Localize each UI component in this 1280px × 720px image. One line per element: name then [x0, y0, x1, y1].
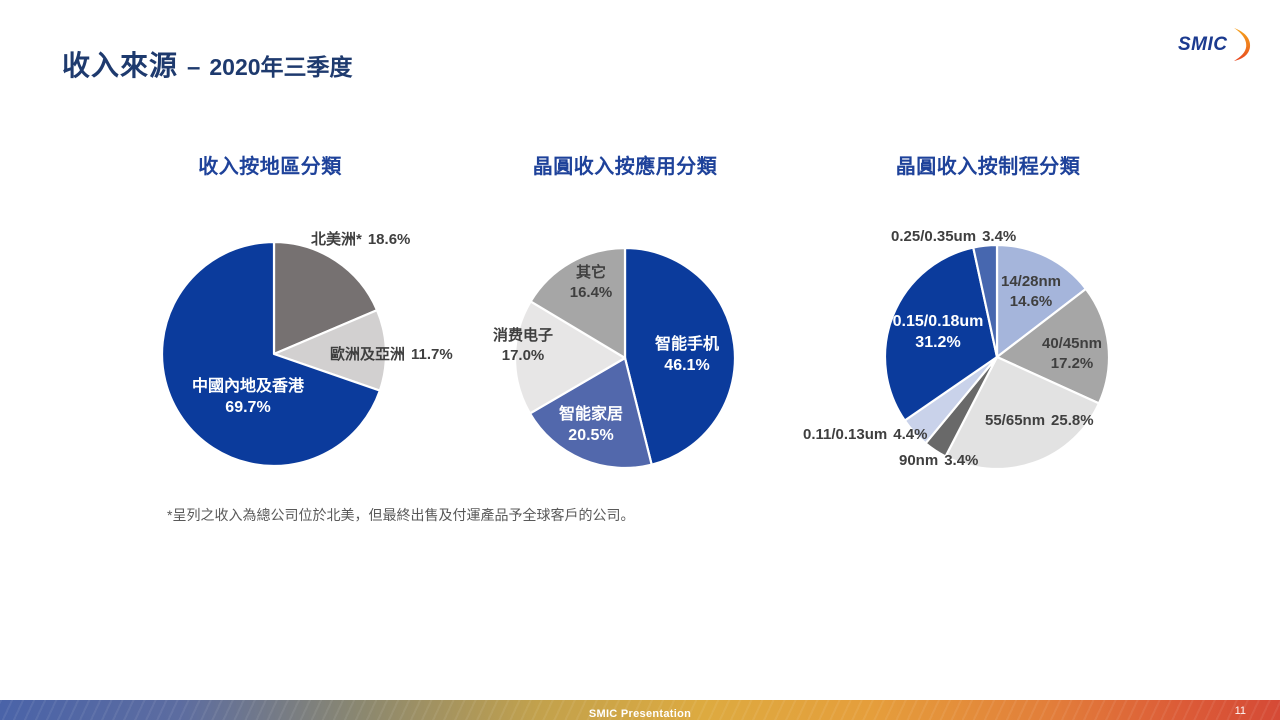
pie2-label-others: 其它 16.4% [569, 264, 613, 301]
chart3-title: 晶圓收入按制程分類 [895, 156, 1081, 178]
pie3-label-55-65nm: 55/65nm 25.8% [985, 412, 1094, 429]
pie-slice-2 [513, 300, 627, 415]
pie-slice-0 [623, 246, 737, 466]
page-title-dash: – [187, 54, 201, 81]
footer-label: SMIC Presentation [588, 708, 692, 720]
pie1-label-europe-asia: 歐洲及亞洲 11.7% [330, 346, 453, 363]
pie3-label-40-45nm: 40/45nm 17.2% [1041, 335, 1103, 372]
footer-bar: SMIC Presentation 11 [0, 700, 1280, 720]
chart2-title: 晶圓收入按應用分類 [532, 156, 718, 178]
chart1-title: 收入按地區分類 [198, 156, 342, 178]
pie2-label-smart-home: 智能家居 20.5% [558, 406, 624, 444]
pie-chart-wafer-revenue-by-application [513, 246, 737, 470]
pie2-label-consumer-electronics: 消费电子 17.0% [492, 327, 554, 364]
smic-logo-text: SMIC [1178, 34, 1228, 55]
pie-slice-3 [529, 246, 627, 360]
smic-logo: SMIC [1178, 26, 1254, 62]
pie1-label-north-america: 北美洲* 18.6% [311, 231, 411, 248]
pie-slice-2 [944, 355, 1101, 471]
pie-slice-1 [272, 309, 388, 392]
pie-slice-6 [972, 243, 999, 359]
page-title-main: 收入來源 [62, 50, 179, 81]
pie-slice-1 [995, 287, 1111, 405]
page-title-period: 2020年三季度 [209, 54, 353, 80]
pie-chart-revenue-by-region [160, 240, 388, 468]
smic-logo-swoosh-icon [1234, 28, 1251, 61]
pie3-label-015-018um: 0.15/0.18um 31.2% [892, 313, 984, 351]
pie-slice-2 [160, 240, 381, 468]
footnote: *呈列之收入為總公司位於北美，但最終出售及付運產品予全球客戶的公司。 [167, 507, 635, 523]
pie-slice-0 [272, 240, 379, 356]
pie1-label-china-hk: 中國內地及香港 69.7% [191, 378, 305, 416]
page-title: 收入來源 – 2020年三季度 [62, 44, 353, 84]
pie2-label-smartphone: 智能手机 46.1% [654, 336, 720, 374]
pie3-label-011-013um: 0.11/0.13um 4.4% [803, 426, 928, 443]
pie-chart-wafer-revenue-by-process [883, 243, 1111, 471]
pie-slice-5 [883, 246, 999, 422]
pie3-label-025-035um: 0.25/0.35um 3.4% [891, 228, 1017, 245]
pie3-label-14-28nm: 14/28nm 14.6% [1000, 273, 1062, 310]
pie-slice-0 [995, 243, 1088, 359]
page-number: 11 [1234, 705, 1246, 717]
pie3-label-90nm: 90nm 3.4% [899, 452, 979, 469]
pie-slice-1 [528, 356, 653, 470]
